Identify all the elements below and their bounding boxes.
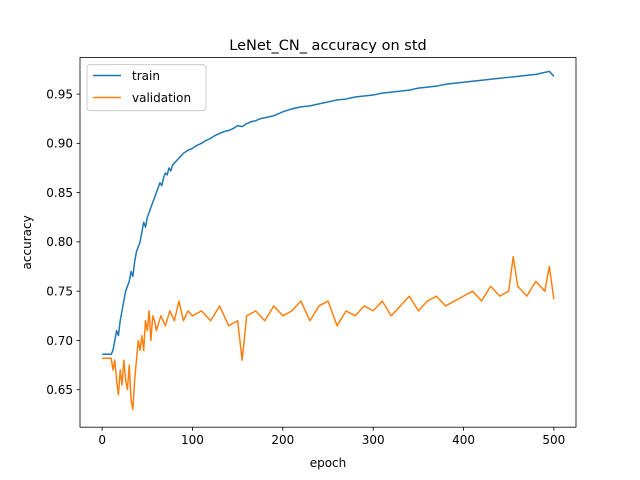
x-tick-label: 500 [542,433,565,447]
x-tick-label: 400 [452,433,475,447]
x-axis-label: epoch [310,456,347,470]
plot-frame [79,57,577,428]
y-tick-label: 0.70 [46,334,73,348]
legend-label-train: train [132,69,160,83]
x-axis-ticks: 0 100 200 300 400 500 [98,427,565,447]
y-axis-label: accuracy [20,215,34,269]
x-tick-label: 200 [271,433,294,447]
series-line-validation [102,255,555,411]
y-tick-label: 0.80 [46,235,73,249]
chart-title: LeNet_CN_ accuracy on std [229,38,426,54]
series-line-train [102,70,555,356]
plot-lines [102,70,555,411]
y-tick-label: 0.65 [46,383,73,397]
y-axis-ticks: 0.65 0.70 0.75 0.80 0.85 0.90 0.95 [46,87,80,397]
x-tick-label: 0 [98,433,106,447]
y-tick-label: 0.90 [46,137,73,151]
legend-label-validation: validation [132,91,191,105]
x-tick-label: 100 [181,433,204,447]
y-tick-label: 0.95 [46,87,73,101]
y-tick-label: 0.75 [46,284,73,298]
x-tick-label: 300 [362,433,385,447]
y-tick-label: 0.85 [46,186,73,200]
legend: train validation [86,64,207,112]
